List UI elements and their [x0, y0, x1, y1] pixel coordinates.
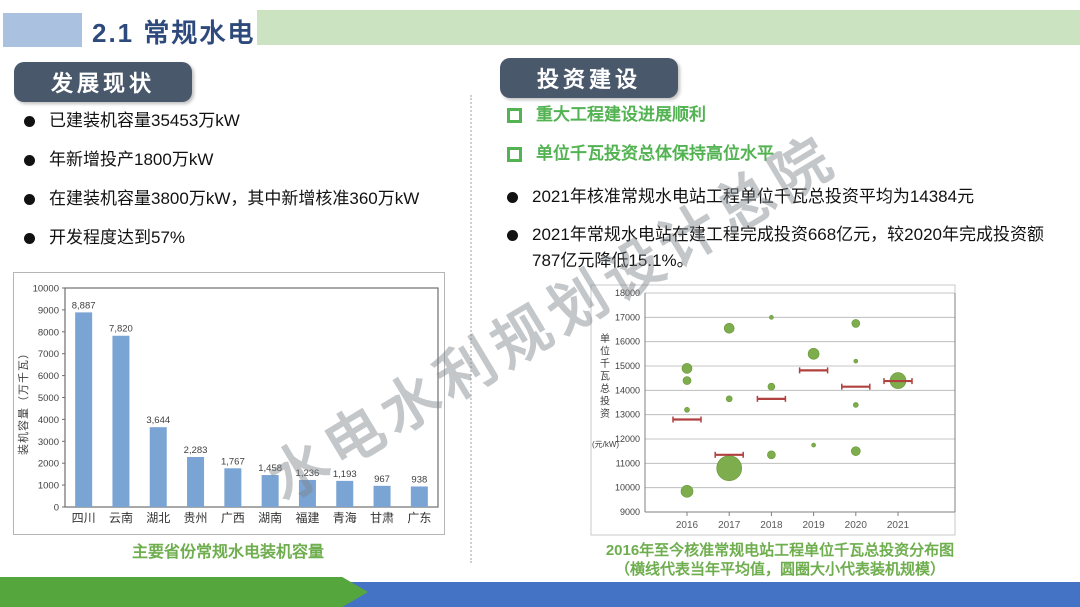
svg-text:14000: 14000 [615, 385, 640, 395]
svg-text:1000: 1000 [38, 481, 59, 492]
development-bullet-list: 已建装机容量35453万kW 年新增投产1800万kW 在建装机容量3800万k… [22, 108, 467, 251]
list-item-text: 重大工程建设进展顺利 [536, 105, 706, 124]
svg-text:9000: 9000 [38, 305, 59, 316]
bullet-dot-icon [24, 233, 35, 244]
list-item-text: 2021年核准常规水电站工程单位千瓦总投资平均为14384元 [532, 187, 975, 206]
bar-chart: 0 1000 2000 3000 4000 5000 6000 7000 8000 9000 100… [13, 272, 445, 535]
list-item: 已建装机容量35453万kW [22, 108, 467, 134]
list-item-text: 已建装机容量35453万kW [49, 111, 240, 130]
svg-text:2019: 2019 [802, 520, 825, 531]
svg-text:(元/kW): (元/kW) [592, 440, 619, 449]
svg-text:装机容量（万千瓦）: 装机容量（万千瓦） [16, 347, 30, 455]
svg-text:7,820: 7,820 [109, 324, 133, 335]
list-item: 在建装机容量3800万kW，其中新增核准360万kW [22, 186, 467, 212]
svg-text:967: 967 [374, 474, 390, 485]
svg-text:广西: 广西 [221, 511, 245, 525]
list-item: 2021年常规水电站在建工程完成投资668亿元，较2020年完成投资额787亿元… [505, 222, 1070, 274]
investment-highlight-list: 重大工程建设进展顺利 单位千瓦投资总体保持高位水平 [505, 104, 1065, 165]
svg-text:3,644: 3,644 [146, 415, 170, 426]
svg-text:10000: 10000 [615, 483, 640, 493]
list-item: 2021年核准常规水电站工程单位千瓦总投资平均为14384元 [505, 184, 1070, 210]
svg-text:贵州: 贵州 [184, 511, 208, 525]
svg-text:18000: 18000 [615, 288, 640, 298]
svg-text:17000: 17000 [615, 312, 640, 322]
svg-text:1,458: 1,458 [258, 463, 282, 474]
svg-text:2000: 2000 [38, 459, 59, 470]
bullet-square-icon [507, 108, 522, 123]
list-item: 年新增投产1800万kW [22, 147, 467, 173]
svg-text:四川: 四川 [72, 511, 96, 525]
svg-text:0: 0 [54, 503, 59, 514]
bullet-dot-icon [507, 230, 518, 241]
bullet-square-icon [507, 147, 522, 162]
bar-chart-caption: 主要省份常规水电装机容量 [131, 544, 324, 561]
svg-text:7000: 7000 [38, 349, 59, 360]
svg-text:福建: 福建 [295, 510, 319, 525]
svg-text:单位千瓦总投资: 单位千瓦总投资 [600, 333, 610, 420]
svg-text:湖南: 湖南 [258, 510, 282, 525]
investment-detail-list: 2021年核准常规水电站工程单位千瓦总投资平均为14384元 2021年常规水电… [505, 184, 1070, 274]
svg-text:12000: 12000 [615, 434, 640, 444]
bullet-dot-icon [24, 116, 35, 127]
list-item: 单位千瓦投资总体保持高位水平 [505, 143, 1065, 165]
bubble-chart: 9000 10000 11000 12000 13000 14000 15000 16000 1… [590, 284, 965, 539]
svg-text:8,887: 8,887 [72, 300, 96, 311]
svg-text:13000: 13000 [615, 410, 640, 420]
column-divider [470, 95, 472, 563]
svg-text:1,767: 1,767 [221, 456, 245, 467]
svg-text:15000: 15000 [615, 361, 640, 371]
svg-text:3000: 3000 [38, 437, 59, 448]
bubble-chart-caption-line2: （横线代表当年平均值，圆圈大小代表装机规模） [614, 561, 945, 578]
svg-text:16000: 16000 [615, 337, 640, 347]
svg-text:2021: 2021 [887, 520, 910, 531]
bullet-dot-icon [24, 194, 35, 205]
list-item-text: 2021年常规水电站在建工程完成投资668亿元，较2020年完成投资额787亿元… [532, 225, 1044, 270]
svg-text:广东: 广东 [407, 511, 431, 525]
section-header-development-status: 发展现状 [14, 62, 192, 102]
svg-text:2018: 2018 [760, 520, 783, 531]
page-title: 2.1 常规水电 [92, 18, 256, 48]
svg-text:6000: 6000 [38, 371, 59, 382]
svg-text:2020: 2020 [845, 520, 868, 531]
svg-text:5000: 5000 [38, 393, 59, 404]
svg-text:2017: 2017 [718, 520, 741, 531]
bullet-dot-icon [24, 155, 35, 166]
bubble-chart-caption: 2016年至今核准常规电站工程单位千瓦总投资分布图 （横线代表当年平均值，圆圈大… [575, 541, 985, 579]
svg-text:11000: 11000 [616, 458, 640, 468]
svg-text:云南: 云南 [109, 510, 133, 525]
svg-text:湖北: 湖北 [146, 510, 170, 525]
list-item: 重大工程建设进展顺利 [505, 104, 1065, 126]
svg-text:2,283: 2,283 [184, 445, 208, 456]
svg-text:10000: 10000 [33, 284, 59, 295]
accent-rect [3, 13, 82, 47]
list-item-text: 开发程度达到57% [49, 228, 186, 247]
svg-text:938: 938 [411, 474, 427, 485]
svg-text:1,193: 1,193 [333, 469, 357, 480]
list-item: 开发程度达到57% [22, 225, 467, 251]
list-item-text: 单位千瓦投资总体保持高位水平 [536, 144, 774, 163]
svg-text:9000: 9000 [620, 507, 640, 517]
section-header-investment: 投资建设 [500, 58, 678, 98]
bullet-dot-icon [507, 192, 518, 203]
title-green-bar [257, 10, 1080, 45]
footer-green-arrow [0, 577, 368, 607]
svg-text:青海: 青海 [333, 510, 357, 525]
svg-text:4000: 4000 [38, 415, 59, 426]
svg-text:8000: 8000 [38, 327, 59, 338]
svg-text:2016: 2016 [676, 520, 699, 531]
list-item-text: 在建装机容量3800万kW，其中新增核准360万kW [49, 189, 420, 208]
svg-text:甘肃: 甘肃 [370, 511, 394, 525]
svg-text:1,236: 1,236 [296, 468, 320, 479]
list-item-text: 年新增投产1800万kW [49, 150, 214, 169]
bubble-chart-caption-line1: 2016年至今核准常规电站工程单位千瓦总投资分布图 [605, 542, 955, 559]
